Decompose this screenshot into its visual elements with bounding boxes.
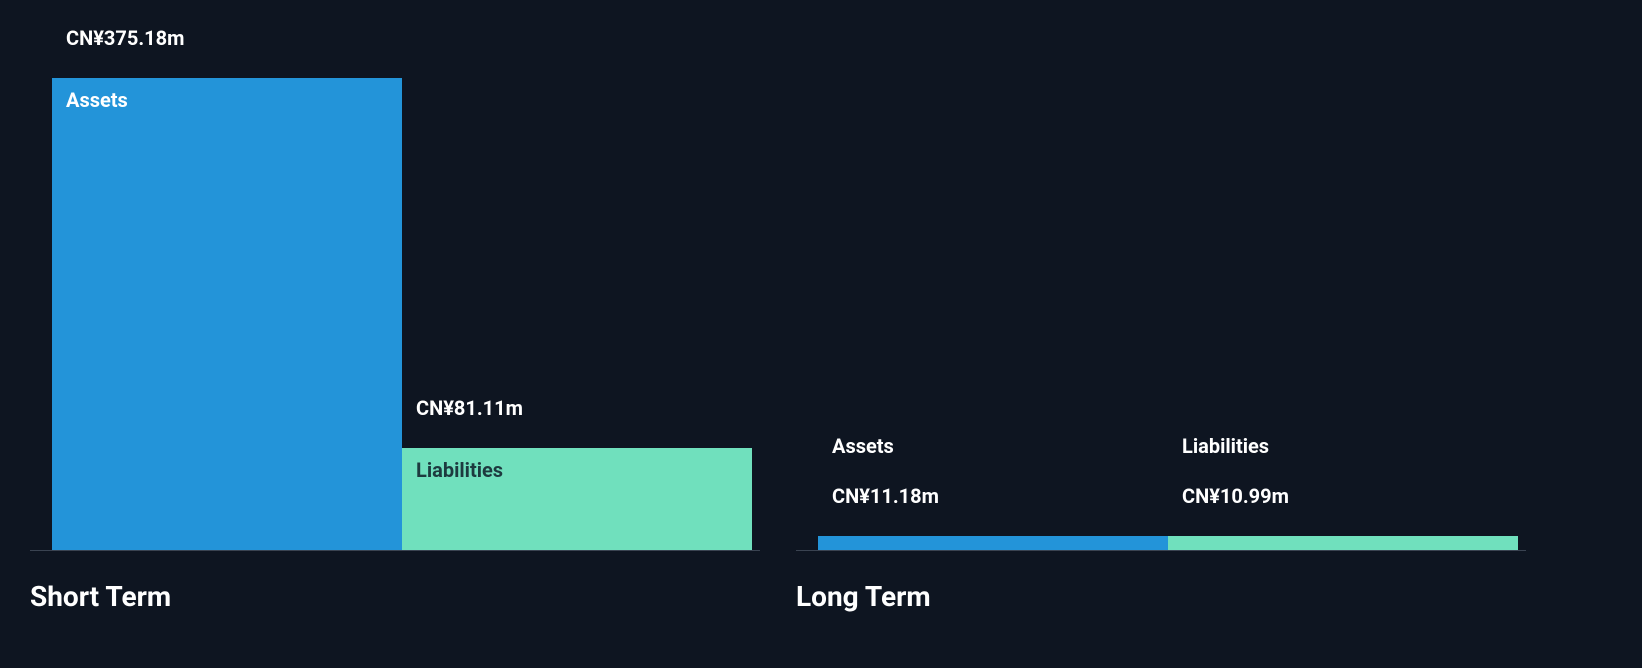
value-label-short-liabilities: CN¥81.11m [416,396,523,420]
bar-long-assets [818,536,1168,550]
bar-label-long-liabilities: Liabilities [1182,434,1269,458]
bar-short-liabilities: Liabilities [402,448,752,550]
panel-title-long-term: Long Term [796,580,931,613]
bar-short-assets: Assets [52,78,402,550]
bar-label-short-assets: Assets [66,88,128,112]
baseline [796,550,1526,551]
bar-long-liabilities [1168,536,1518,550]
chart-canvas: Assets CN¥375.18m Liabilities CN¥81.11m Shor… [0,0,1642,668]
value-label-long-liabilities: CN¥10.99m [1182,484,1289,508]
chart-area: AssetsCN¥375.18mLiabilitiesCN¥81.11m [30,78,760,550]
value-label-long-assets: CN¥11.18m [832,484,939,508]
value-label-short-assets: CN¥375.18m [66,26,184,50]
panel-short-term: Assets CN¥375.18m Liabilities CN¥81.11m Shor… [30,0,760,668]
panel-title-short-term: Short Term [30,580,171,613]
chart-area: CN¥11.18m Assets CN¥10.99m Liabilities [796,78,1526,550]
bar-label-long-assets: Assets [832,434,894,458]
bar-label-short-liabilities: Liabilities [416,458,503,482]
panel-long-term: CN¥11.18m Assets CN¥10.99m Liabilities Long … [796,0,1526,668]
baseline [30,550,760,551]
